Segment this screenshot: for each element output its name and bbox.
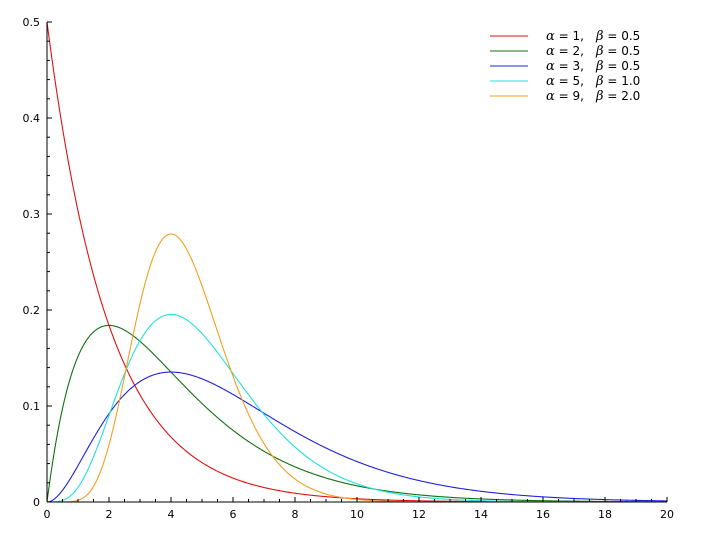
y-tick-label: 0.2 — [23, 304, 41, 317]
legend: α = 1, β = 0.5α = 2, β = 0.5α = 3, β = 0.5α… — [490, 29, 640, 104]
legend-beta-value: = 2.0 — [604, 89, 641, 103]
legend-beta-value: = 0.5 — [604, 29, 641, 43]
legend-alpha-value: = 3, — [555, 59, 584, 73]
axes-layer: 0 2 4 6 8 10 12 14 16 18 20 0 0.1 0.2 0.3 0.4 0.5 — [23, 16, 675, 521]
legend-alpha-symbol: α — [546, 89, 555, 104]
legend-alpha-symbol: α — [546, 59, 555, 74]
y-tick-label: 0.3 — [23, 208, 41, 221]
legend-label-1: α = 1, β = 0.5 — [546, 29, 640, 44]
x-tick-label: 20 — [660, 508, 674, 521]
y-tick-label: 0 — [33, 496, 40, 509]
y-tick-label: 0.1 — [23, 400, 41, 413]
y-tick-label: 0.4 — [23, 112, 41, 125]
legend-alpha-symbol: α — [546, 74, 555, 89]
x-tick-label: 10 — [350, 508, 364, 521]
legend-beta-symbol: β — [595, 59, 604, 74]
x-tick-label: 4 — [168, 508, 175, 521]
legend-beta-symbol: β — [595, 89, 604, 104]
x-tick-label: 6 — [230, 508, 237, 521]
series-line-2 — [46, 324, 667, 503]
legend-alpha-value: = 1, — [555, 29, 584, 43]
legend-alpha-value: = 9, — [555, 89, 584, 103]
x-tick-label: 18 — [598, 508, 612, 521]
legend-alpha-symbol: α — [546, 44, 555, 59]
legend-beta-value: = 0.5 — [604, 44, 641, 58]
x-tick-label: 12 — [412, 508, 426, 521]
legend-alpha-value: = 5, — [555, 74, 584, 88]
x-tick-label: 0 — [44, 508, 51, 521]
series-line-4 — [47, 313, 667, 503]
x-tick-label: 8 — [292, 508, 299, 521]
legend-label-4: α = 5, β = 1.0 — [546, 74, 640, 89]
legend-beta-symbol: β — [595, 29, 604, 44]
legend-beta-value: = 0.5 — [604, 59, 641, 73]
legend-beta-value: = 1.0 — [604, 74, 641, 88]
y-tick-label: 0.5 — [23, 16, 41, 29]
legend-alpha-value: = 2, — [555, 44, 584, 58]
x-tick-label: 14 — [474, 508, 488, 521]
legend-label-2: α = 2, β = 0.5 — [546, 44, 640, 59]
series-line-3 — [46, 371, 668, 503]
legend-label-3: α = 3, β = 0.5 — [546, 59, 640, 74]
legend-beta-symbol: β — [595, 44, 604, 59]
legend-beta-symbol: β — [595, 74, 604, 89]
legend-alpha-symbol: α — [546, 29, 555, 44]
x-tick-label: 2 — [106, 508, 113, 521]
x-tick-label: 16 — [536, 508, 550, 521]
legend-label-5: α = 9, β = 2.0 — [546, 89, 640, 104]
